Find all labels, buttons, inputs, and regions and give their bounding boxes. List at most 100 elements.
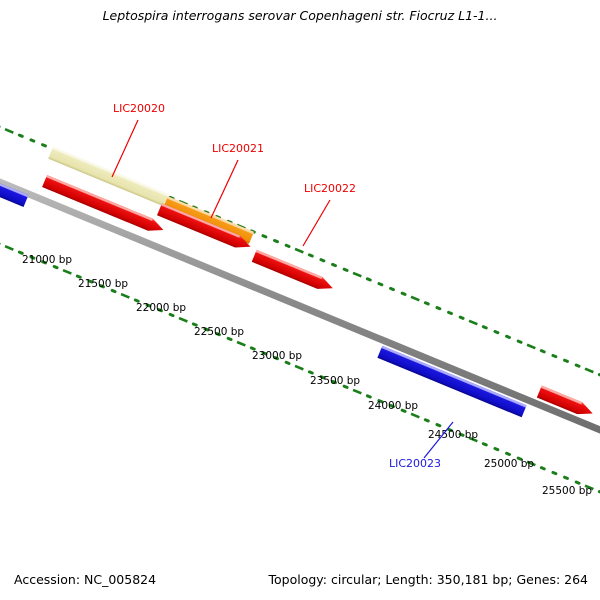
minor-tick [365,277,372,282]
major-tick [120,292,130,299]
minor-tick [87,279,94,284]
major-tick [410,295,420,302]
minor-tick [133,298,140,303]
minor-tick [17,133,24,138]
ruler-tick-label: 25500 bp [542,485,592,497]
minor-tick [539,466,546,471]
gene-highlight [255,250,323,280]
ruler-tick-label: 22000 bp [136,302,186,314]
gene-label-text: LIC20023 [389,457,441,470]
gene-feature-LIC20022[interactable] [251,249,336,294]
minor-tick [307,370,314,375]
minor-tick [249,346,256,351]
minor-tick [563,358,569,363]
minor-tick [203,327,210,332]
minor-tick [342,384,349,389]
gene-feature[interactable] [536,385,595,419]
ruler-tick-label: 25000 bp [484,458,534,470]
major-tick [584,367,594,374]
gene-feature[interactable] [0,175,29,208]
minor-tick [284,360,291,365]
minor-tick [273,355,279,361]
ruler-labels: 21000 bp 21500 bp 22000 bp 22500 bp 23000 bp… [22,254,592,497]
gene-highlight [0,176,29,198]
minor-tick [52,264,59,270]
gene-label-LIC20023[interactable]: LIC20023 [389,421,454,470]
minor-tick [516,456,523,461]
minor-tick [99,284,105,289]
gene-feature[interactable] [157,203,253,253]
minor-tick [29,255,36,260]
minor-tick [447,427,453,433]
minor-tick [516,339,523,344]
major-tick [4,128,14,134]
minor-tick [284,243,291,248]
minor-tick [261,234,268,239]
genome-info-label: Topology: circular; Length: 350,181 bp; … [268,572,589,587]
ruler-tick-label: 21500 bp [78,278,128,290]
minor-tick [563,475,569,480]
minor-tick [539,349,546,354]
gene-label-text: LIC20021 [212,142,264,155]
minor-tick [41,143,47,148]
gene-label-layer[interactable]: LIC20020 LIC20021 LIC20022 LIC20023 [111,102,454,470]
minor-tick [493,447,500,452]
tick-track-upper [0,125,600,377]
minor-tick [342,267,349,272]
ruler-tick-label: 23500 bp [310,375,360,387]
minor-tick [481,325,488,330]
gene-feature-LIC20023[interactable] [377,345,527,418]
major-tick [236,340,246,347]
minor-tick [551,470,558,476]
minor-tick [493,330,500,335]
major-tick [584,484,594,491]
minor-tick [423,418,430,423]
gene-body [48,146,169,207]
gene-highlight [381,345,527,408]
minor-tick [400,291,407,296]
minor-tick [75,274,82,279]
minor-tick [17,250,24,255]
backbone-line [0,178,600,434]
minor-tick [365,394,372,399]
minor-tick [574,480,581,485]
minor-tick [157,308,163,313]
minor-tick [110,288,117,294]
minor-tick [168,312,175,318]
accession-label: Accession: NC_005824 [14,572,157,587]
minor-tick [307,253,314,258]
gene-highlight [540,385,583,405]
ruler-tick-label: 21000 bp [22,254,72,266]
major-tick [352,271,362,278]
page-title: Leptospira interrogans serovar Copenhage… [102,8,498,23]
gene-label-LIC20021[interactable]: LIC20021 [210,142,264,219]
gene-body [42,174,164,231]
gene-feature-LIC20020[interactable] [48,146,169,207]
minor-tick [377,282,384,287]
genome-backbone[interactable] [0,178,600,434]
gene-body [377,345,527,418]
label-leader-line [210,159,239,219]
major-tick [352,388,362,395]
minor-tick [574,363,581,368]
gene-label-LIC20020[interactable]: LIC20020 [111,102,165,178]
status-bar: Accession: NC_005824 Topology: circular;… [0,560,600,600]
minor-tick [29,138,36,143]
major-tick [4,245,14,251]
minor-tick [215,332,221,337]
minor-tick [389,286,395,292]
gene-body [0,175,29,208]
major-tick [178,316,188,323]
ruler-tick-label: 24500 bp [428,429,478,441]
gene-label-LIC20022[interactable]: LIC20022 [302,182,356,247]
label-leader-line [302,199,331,247]
minor-tick [331,262,337,268]
gene-body [157,203,251,248]
minor-tick [331,379,337,385]
feature-layer[interactable] [0,146,595,420]
minor-tick [226,336,233,342]
gene-feature[interactable] [42,174,166,236]
major-tick [294,364,304,371]
minor-tick [505,334,511,339]
